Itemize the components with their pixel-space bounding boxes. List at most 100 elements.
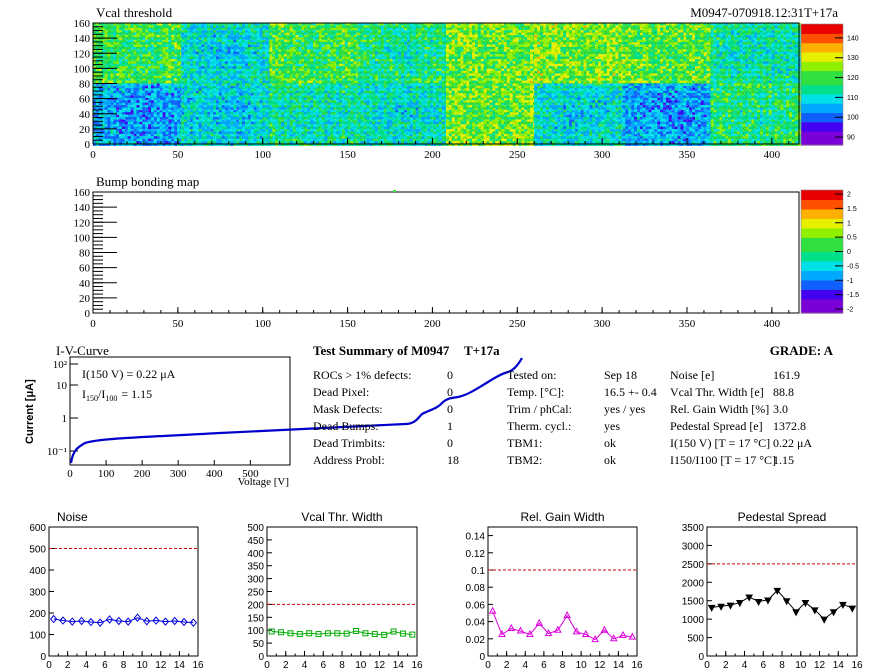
chart-x-tick-label: 14	[833, 660, 845, 671]
summary-value: 16.5 +- 0.4	[604, 385, 657, 399]
chart-data-point	[77, 616, 86, 626]
chart-data-point	[572, 627, 581, 635]
chart-x-tick-label: 4	[742, 660, 748, 671]
chart-x-tick-label: 16	[192, 660, 204, 671]
summary-label: Pedestal Spread [e]	[670, 419, 763, 433]
chart-y-tick-label: 500	[247, 523, 264, 534]
chart-data-point	[133, 613, 142, 622]
summary-value: 0	[447, 436, 453, 450]
chart-x-tick-label: 2	[504, 660, 510, 671]
iv-line1: I(150 V) = 0.22 μA	[82, 367, 176, 381]
iv-x-tick-label: 200	[134, 468, 151, 480]
chart-y-tick-label: 400	[29, 566, 46, 577]
iv-axes: 0 100 200 300 400 500 10⁻¹ 1 10 10²	[47, 359, 259, 480]
chart-x-tick-label: 2	[723, 660, 729, 671]
chart-data-point	[390, 628, 397, 635]
chart-data-point	[754, 598, 763, 606]
chart-x-tick-label: 14	[613, 660, 625, 671]
iv-x-tick-label: 100	[98, 468, 115, 480]
scale-swatch	[801, 242, 843, 248]
summary-value: 18	[447, 453, 459, 467]
chart-title: Pedestal Spread	[738, 510, 827, 524]
scale-swatch	[801, 65, 843, 72]
chart-y-tick-label: 2000	[682, 578, 705, 589]
chart-x-tick-label: 12	[594, 660, 606, 671]
scale-swatch	[801, 37, 843, 44]
chart-y-tick-label: 1000	[682, 615, 705, 626]
chart-data-point	[628, 632, 637, 640]
chart-title: Vcal Thr. Width	[301, 510, 382, 524]
chart-x-tick-label: 10	[355, 660, 367, 671]
chart-x-tick-label: 16	[851, 660, 863, 671]
scale-swatch	[801, 135, 843, 141]
map-y-tick-label: 80	[79, 248, 91, 260]
chart-title: Rel. Gain Width	[520, 510, 604, 524]
scale-swatch	[801, 79, 843, 86]
map-y-tick-label: 100	[74, 232, 91, 244]
chart-data-point	[848, 605, 857, 613]
chart-data-point	[334, 630, 341, 637]
chart-x-tick-label: 0	[46, 660, 52, 671]
chart-y-tick-label: 300	[29, 588, 46, 599]
chart-data-point	[591, 635, 599, 643]
chart-data-point	[287, 630, 294, 637]
summary-label: Vcal Thr. Width [e]	[670, 385, 764, 399]
scale-swatch	[801, 308, 843, 314]
map-y-tick-label: 40	[79, 109, 91, 121]
scale-swatch	[801, 223, 843, 229]
scale-swatch	[801, 298, 843, 305]
chart-y-tick-label: 500	[687, 634, 704, 645]
chart-data-point	[278, 629, 285, 636]
summary-label: TBM1:	[507, 436, 542, 450]
chart-x-tick-label: 8	[560, 660, 566, 671]
scale-label: 2	[847, 192, 851, 199]
iv-frame	[69, 356, 291, 466]
scale-swatch	[801, 284, 843, 290]
scale-swatch	[801, 256, 843, 262]
scale-swatch	[801, 260, 843, 267]
scale-label: 90	[847, 135, 855, 142]
chart-y-tick-label: 3500	[682, 523, 705, 534]
vcal-title: Vcal threshold	[96, 5, 173, 20]
chart-y-tick-label: 100	[247, 626, 264, 637]
chart-data-point	[581, 629, 590, 637]
summary-label: TBM2:	[507, 453, 542, 467]
chart-data-point	[381, 631, 388, 638]
chart-x-tick-label: 6	[102, 660, 108, 671]
chart-frame	[706, 526, 858, 657]
chart-x-tick-label: 4	[83, 660, 89, 671]
scale-swatch	[801, 289, 843, 295]
chart-series-line	[271, 630, 413, 636]
scale-swatch	[801, 47, 843, 53]
chart-x-tick-label: 0	[485, 660, 491, 671]
scale-swatch	[801, 218, 843, 224]
scale-swatch	[801, 33, 843, 39]
summary-conditions-column: Tested on: Sep 18 Temp. [°C]: 16.5 +- 0.4 Tr…	[507, 368, 657, 467]
map-x-tick-label: 50	[172, 149, 184, 161]
scale-label: 0	[847, 249, 851, 256]
map-x-tick-label: 350	[679, 318, 696, 330]
chart-frame	[266, 526, 418, 657]
chart-y-tick-label: 0	[479, 652, 485, 663]
chart-x-tick-label: 6	[760, 660, 766, 671]
chart-y-tick-label: 300	[247, 575, 264, 586]
summary-label: Tested on:	[507, 368, 556, 382]
summary-label: I(150 V) [T = 17 °C]	[670, 436, 770, 450]
summary-tag: T+17a	[464, 343, 500, 358]
chart-data-point	[180, 617, 188, 627]
chart-y-tick-label: 2500	[682, 560, 705, 571]
chart-y-tick-label: 250	[247, 588, 264, 599]
chart-x-tick-label: 14	[393, 660, 405, 671]
scale-label: 0.5	[847, 235, 857, 242]
map-y-tick-label: 120	[74, 217, 91, 229]
chart-series-line	[53, 617, 194, 624]
chart-x-tick-label: 12	[814, 660, 826, 671]
summary-value: yes	[604, 419, 620, 433]
chart-y-tick-label: 0.06	[466, 600, 486, 611]
chart-data-point	[619, 630, 627, 638]
scale-swatch	[801, 51, 843, 58]
summary-value: yes / yes	[604, 402, 646, 416]
chart-data-point	[507, 623, 516, 631]
summary-label: I150/I100 [T = 17 °C]	[670, 453, 776, 467]
map-y-tick-label: 160	[74, 18, 91, 30]
